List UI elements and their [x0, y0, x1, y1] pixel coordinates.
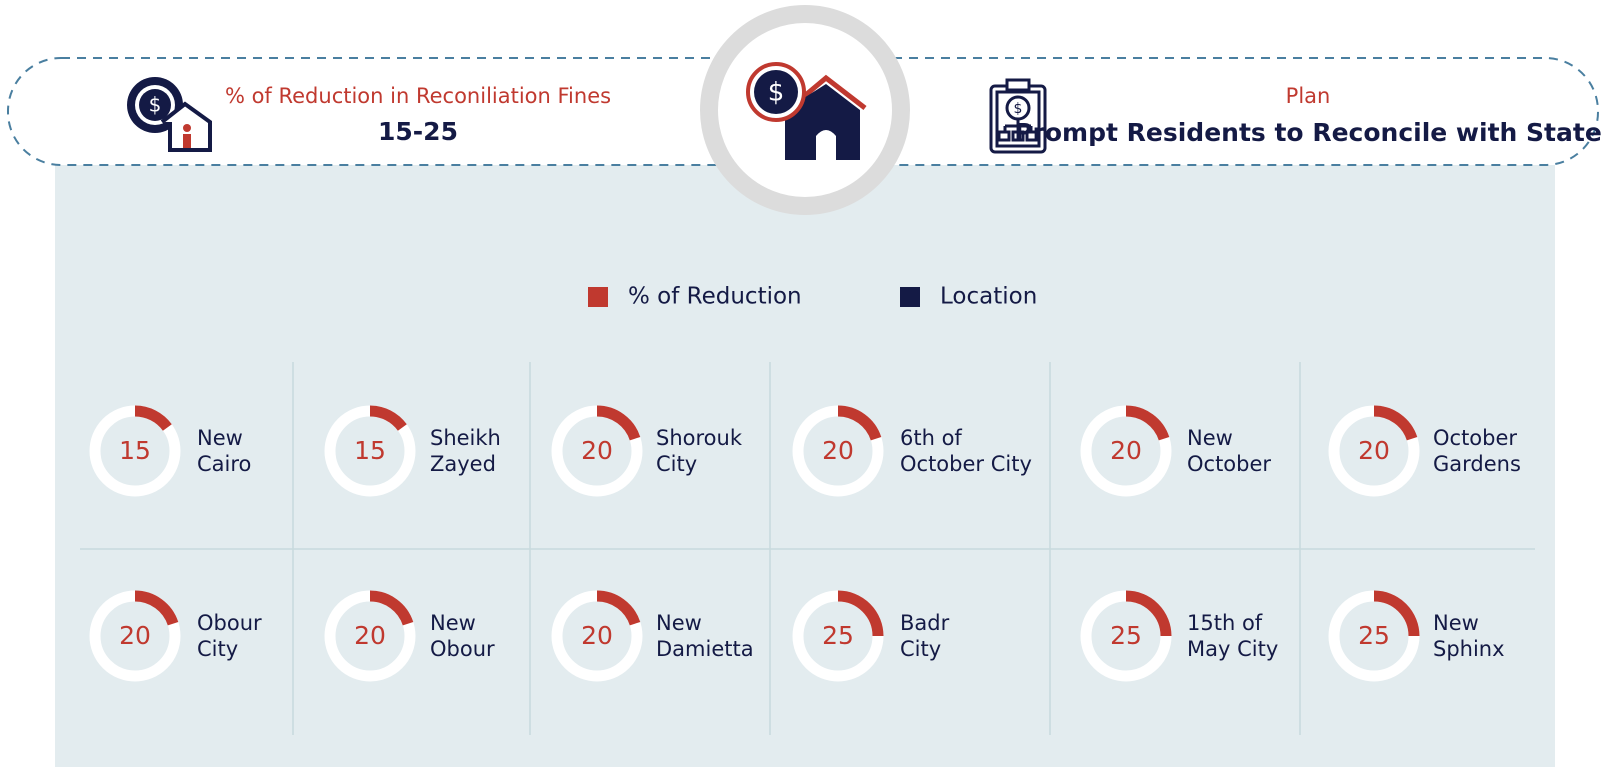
header-right-label: Plan: [1286, 84, 1331, 108]
location-label: City: [900, 637, 941, 661]
donut-arc: [369, 590, 414, 626]
donut-arc: [1373, 590, 1420, 637]
location-label: Sheikh: [430, 426, 501, 450]
donut-arc: [596, 405, 641, 441]
location-label: Zayed: [430, 452, 496, 476]
donut-arc: [369, 405, 407, 431]
center-icon: $: [746, 62, 867, 160]
donut-arc: [1373, 405, 1418, 441]
location-label: May City: [1187, 637, 1278, 661]
donut-value: 20: [119, 621, 151, 650]
donut-arc: [837, 590, 884, 637]
donut-value: 20: [354, 621, 386, 650]
svg-text:$: $: [149, 93, 162, 117]
location-label: New: [430, 611, 476, 635]
left-icon: $: [127, 77, 212, 152]
donut-value: 15: [119, 436, 151, 465]
donut-value: 25: [1110, 621, 1142, 650]
location-label: Gardens: [1433, 452, 1521, 476]
location-label: City: [197, 637, 238, 661]
donut-value: 20: [1110, 436, 1142, 465]
donut-value: 20: [581, 436, 613, 465]
location-label: City: [656, 452, 697, 476]
donut-arc: [134, 405, 172, 431]
location-label: October: [1433, 426, 1517, 450]
location-label: Badr: [900, 611, 950, 635]
location-label: 15th of: [1187, 611, 1263, 635]
donut-arc: [596, 590, 641, 626]
legend-label: Location: [940, 284, 1037, 310]
svg-text:$: $: [768, 78, 785, 108]
location-label: Sphinx: [1433, 637, 1505, 661]
donut-arc: [837, 405, 882, 441]
location-label: Shorouk: [656, 426, 743, 450]
location-label: October: [1187, 452, 1271, 476]
location-label: New: [1433, 611, 1479, 635]
right-icon: [989, 78, 1047, 154]
donut-arc: [1125, 590, 1172, 637]
location-label: Obour: [197, 611, 262, 635]
legend-swatch: [588, 287, 608, 307]
location-label: New: [1187, 426, 1233, 450]
grid-dividers: [80, 362, 1535, 735]
donut-value: 25: [822, 621, 854, 650]
donut-value: 20: [581, 621, 613, 650]
location-label: Cairo: [197, 452, 251, 476]
donut-arc: [1125, 405, 1170, 441]
donut-value: 25: [1358, 621, 1390, 650]
legend-swatch: [900, 287, 920, 307]
location-label: New: [197, 426, 243, 450]
header-left-label: % of Reduction in Reconiliation Fines: [225, 84, 611, 108]
donut-arc: [134, 590, 179, 626]
location-label: New: [656, 611, 702, 635]
right-icon-dollar: $: [1014, 101, 1023, 117]
location-label: 6th of: [900, 426, 962, 450]
legend-label: % of Reduction: [628, 284, 802, 310]
donut-value: 20: [1358, 436, 1390, 465]
donut-value: 15: [354, 436, 386, 465]
location-label: Obour: [430, 637, 495, 661]
donut-value: 20: [822, 436, 854, 465]
location-label: Damietta: [656, 637, 754, 661]
location-label: October City: [900, 452, 1032, 476]
header-left-value: 15-25: [378, 117, 458, 146]
header-right-value: Prompt Residents to Reconcile with State: [1014, 118, 1602, 147]
